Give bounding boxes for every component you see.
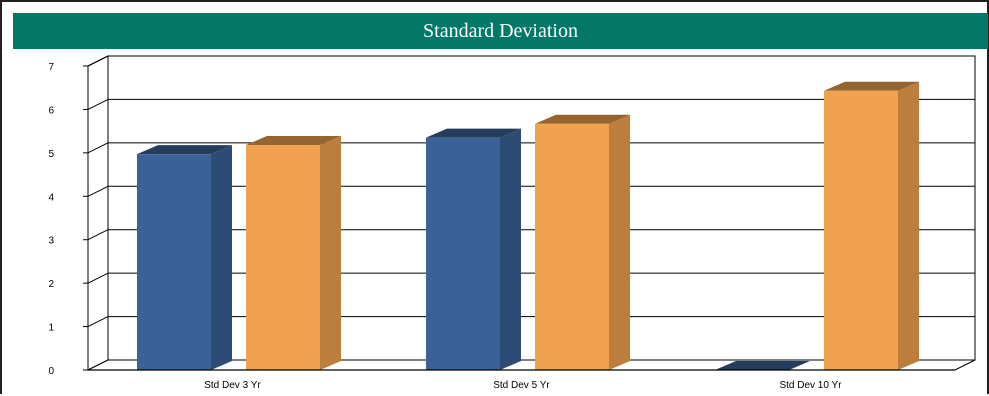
bar-side — [898, 81, 919, 371]
gridline-side — [87, 229, 109, 241]
bar-top — [137, 145, 232, 155]
chart-side-wall — [87, 55, 109, 371]
y-tick-label: 6 — [48, 105, 54, 116]
bar — [535, 123, 609, 370]
gridline-side — [87, 142, 109, 154]
y-tick-label: 7 — [48, 62, 54, 73]
x-tick-label: Std Dev 10 Yr — [779, 380, 842, 391]
x-tick-label: Std Dev 5 Yr — [493, 380, 550, 391]
gridline-side — [87, 55, 109, 67]
y-tick-label: 1 — [48, 323, 54, 334]
bar — [246, 145, 320, 370]
gridline-side — [87, 98, 109, 110]
gridline-side — [87, 316, 109, 328]
bar-top — [246, 136, 341, 146]
gridline-side — [87, 272, 109, 284]
bar — [426, 137, 500, 370]
chart-title-bar: Standard Deviation — [13, 13, 988, 49]
gridline-side — [87, 185, 109, 197]
bar-side — [320, 136, 341, 370]
bar-top — [426, 128, 521, 138]
bar-top — [824, 81, 919, 91]
y-tick-label: 0 — [48, 366, 54, 377]
bar-side — [211, 145, 232, 370]
x-tick-label: Std Dev 3 Yr — [204, 380, 261, 391]
y-tick-label: 3 — [48, 236, 54, 247]
y-tick-label: 4 — [48, 192, 54, 203]
chart-title: Standard Deviation — [423, 20, 578, 42]
y-tick-label: 2 — [48, 279, 54, 290]
bar-side — [609, 114, 630, 370]
bar-top — [715, 361, 810, 370]
bar-top — [535, 114, 630, 124]
bar — [137, 154, 211, 370]
y-tick-label: 5 — [48, 149, 54, 160]
bar-side — [500, 128, 521, 370]
bar — [824, 90, 898, 371]
